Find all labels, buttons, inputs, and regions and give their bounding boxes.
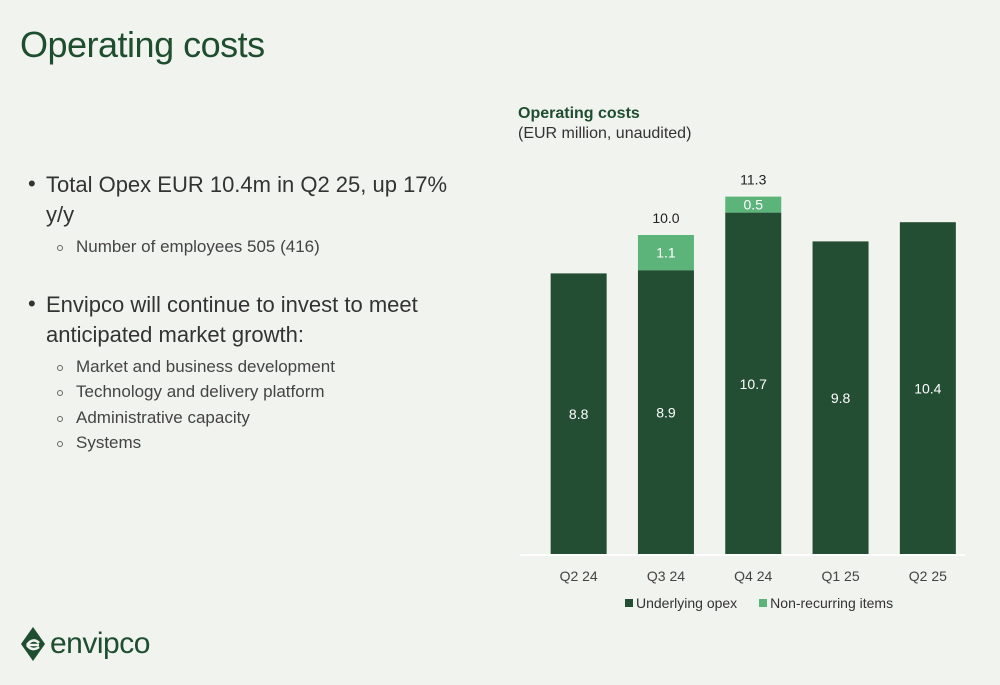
sub-bullet-admin: Administrative capacity	[26, 405, 466, 431]
sub-bullet-text: Number of employees 505 (416)	[76, 237, 320, 256]
page-title: Operating costs	[20, 24, 265, 65]
sub-bullet-ring	[57, 364, 63, 371]
sub-bullet-text: Technology and delivery platform	[76, 382, 325, 401]
envipco-logo: envipco	[20, 626, 150, 662]
data-label-total: 10.0	[652, 210, 679, 226]
x-tick-label: Q4 24	[734, 568, 772, 584]
legend-label-underlying: Underlying opex	[636, 595, 738, 611]
data-label-underlying: 10.4	[914, 381, 941, 397]
sub-bullet-market: Market and business development	[26, 354, 466, 380]
sub-bullet-ring	[57, 441, 63, 447]
bar-nonrecurring	[725, 196, 782, 213]
sub-bullet-text: Systems	[76, 433, 142, 452]
chart-legend: Underlying opex Non-recurring items	[625, 595, 893, 611]
data-label-underlying: 8.8	[569, 406, 589, 422]
logo-text: envipco	[50, 627, 150, 660]
bar-underlying	[550, 273, 607, 555]
legend-swatch-underlying	[625, 599, 633, 607]
legend-item-nonrecurring: Non-recurring items	[759, 595, 893, 611]
sub-bullet-text: Administrative capacity	[76, 407, 250, 427]
sub-list-invest: Market and business development Technolo…	[26, 354, 466, 456]
bullet-invest-text: Envipco will continue to invest to meet …	[46, 291, 418, 347]
bullet-list: • Total Opex EUR 10.4m in Q2 25, up 17% …	[26, 170, 466, 456]
data-label-underlying: 9.8	[831, 390, 851, 406]
bullet-opex: • Total Opex EUR 10.4m in Q2 25, up 17% …	[26, 170, 466, 230]
legend-swatch-nonrecurring	[759, 599, 768, 607]
x-tick-label: Q2 24	[560, 568, 598, 584]
data-label-underlying: 10.7	[740, 376, 767, 392]
opex-bar-chart: 8.8 Q2 24 8.9 1.1 10.0 Q3 24 10.7 0.5 11.3 Q4 24 9…	[520, 172, 965, 584]
x-tick-label: Q3 24	[647, 568, 685, 584]
bar-underlying	[899, 222, 956, 555]
legend-item-underlying: Underlying opex	[625, 595, 737, 611]
sub-bullet-employees: Number of employees 505 (416)	[26, 234, 466, 260]
bullet-invest: • Envipco will continue to invest to mee…	[26, 290, 466, 350]
chart-title: Operating costs	[518, 105, 640, 122]
bar-underlying	[812, 241, 869, 555]
x-tick-label: Q2 25	[909, 568, 947, 584]
bullet-dot: •	[28, 290, 36, 316]
bar-underlying	[637, 270, 694, 555]
bullet-dot: •	[28, 171, 36, 196]
sub-list-opex: Number of employees 505 (416)	[26, 234, 466, 260]
sub-bullet-technology: Technology and delivery platform	[26, 379, 466, 405]
sub-bullet-systems: Systems	[26, 430, 466, 456]
sub-bullet-text: Market and business development	[76, 356, 335, 376]
bar-nonrecurring	[637, 235, 694, 271]
bar-underlying	[725, 212, 782, 555]
legend-label-nonrecurring: Non-recurring items	[770, 595, 894, 611]
data-label-underlying: 8.9	[656, 405, 676, 421]
x-tick-label: Q1 25	[821, 568, 859, 584]
data-label-nonrecurring: 1.1	[656, 245, 676, 261]
data-label-nonrecurring: 0.5	[744, 197, 764, 213]
sub-bullet-ring	[57, 245, 63, 251]
sub-bullet-ring	[57, 415, 63, 422]
sub-bullet-ring	[57, 390, 63, 396]
chart-subtitle: (EUR million, unaudited)	[518, 125, 692, 142]
data-label-total: 11.3	[740, 172, 766, 188]
envipco-leaf-icon	[21, 627, 45, 661]
bullet-opex-text: Total Opex EUR 10.4m in Q2 25, up 17% y/…	[46, 172, 448, 227]
